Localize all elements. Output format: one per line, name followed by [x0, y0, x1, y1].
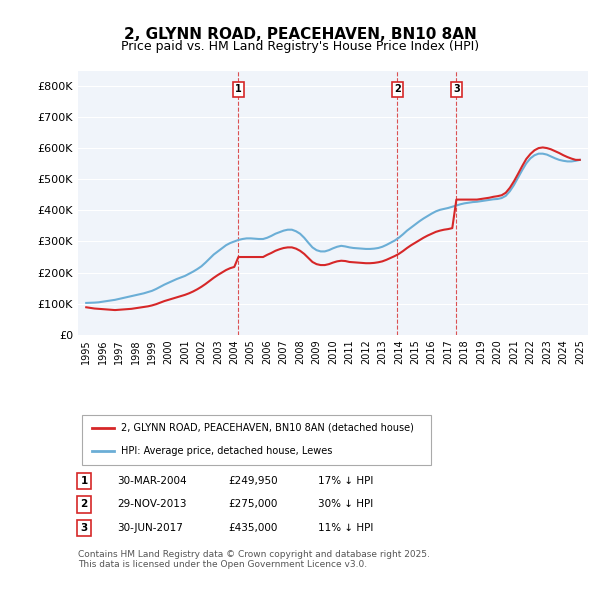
Text: Price paid vs. HM Land Registry's House Price Index (HPI): Price paid vs. HM Land Registry's House … [121, 40, 479, 53]
Text: HPI: Average price, detached house, Lewes: HPI: Average price, detached house, Lewe… [121, 446, 332, 456]
Text: 2: 2 [394, 84, 401, 94]
Text: 30% ↓ HPI: 30% ↓ HPI [318, 500, 373, 509]
Text: Contains HM Land Registry data © Crown copyright and database right 2025.
This d: Contains HM Land Registry data © Crown c… [78, 550, 430, 569]
Text: 2: 2 [80, 500, 88, 509]
Text: £275,000: £275,000 [228, 500, 277, 509]
Text: 30-MAR-2004: 30-MAR-2004 [117, 476, 187, 486]
Text: 3: 3 [80, 523, 88, 533]
Text: 2, GLYNN ROAD, PEACEHAVEN, BN10 8AN (detached house): 2, GLYNN ROAD, PEACEHAVEN, BN10 8AN (det… [121, 423, 414, 433]
FancyBboxPatch shape [82, 415, 431, 465]
Text: 17% ↓ HPI: 17% ↓ HPI [318, 476, 373, 486]
Text: 11% ↓ HPI: 11% ↓ HPI [318, 523, 373, 533]
Text: 30-JUN-2017: 30-JUN-2017 [117, 523, 183, 533]
Text: 3: 3 [453, 84, 460, 94]
Text: £249,950: £249,950 [228, 476, 278, 486]
Text: 1: 1 [235, 84, 242, 94]
Text: 1: 1 [80, 476, 88, 486]
Text: 29-NOV-2013: 29-NOV-2013 [117, 500, 187, 509]
Text: 2, GLYNN ROAD, PEACEHAVEN, BN10 8AN: 2, GLYNN ROAD, PEACEHAVEN, BN10 8AN [124, 27, 476, 41]
Text: £435,000: £435,000 [228, 523, 277, 533]
